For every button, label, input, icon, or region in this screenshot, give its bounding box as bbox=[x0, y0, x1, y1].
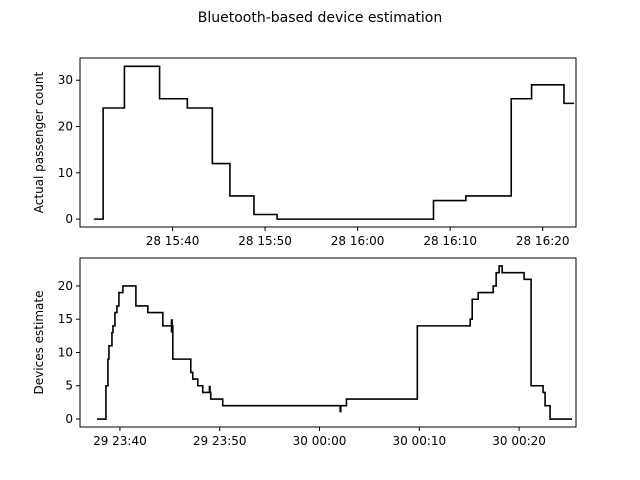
series-line bbox=[93, 65, 575, 220]
x-tick-label: 30 00:10 bbox=[392, 434, 446, 448]
x-tick-label: 28 16:20 bbox=[516, 234, 570, 248]
axes-frame bbox=[79, 257, 577, 428]
x-tick-label: 29 23:40 bbox=[93, 434, 147, 448]
x-tick-label: 28 16:00 bbox=[331, 234, 385, 248]
axes-devices-estimate: 0 5 10 15 20 29 23:40 29 23:50 30 00:00 30 00:10… bbox=[32, 257, 577, 448]
x-tick-label: 30 00:20 bbox=[492, 434, 546, 448]
y-tick-label: 5 bbox=[65, 379, 73, 393]
y-tick-label: 10 bbox=[58, 166, 73, 180]
y-tick-label: 0 bbox=[65, 412, 73, 426]
y-tick-label: 0 bbox=[65, 212, 73, 226]
figure-suptitle: Bluetooth-based device estimation bbox=[198, 10, 442, 26]
x-tick-label: 30 00:00 bbox=[293, 434, 347, 448]
y-axis-label: Actual passenger count bbox=[32, 71, 46, 213]
y-tick-label: 15 bbox=[58, 312, 73, 326]
y-tick-label: 20 bbox=[58, 279, 73, 293]
x-tick-label: 28 15:50 bbox=[238, 234, 292, 248]
series-line bbox=[96, 265, 573, 420]
x-tick-label: 28 16:10 bbox=[423, 234, 477, 248]
y-tick-label: 10 bbox=[58, 345, 73, 359]
y-tick-label: 20 bbox=[58, 120, 73, 134]
axes-passenger-count: 0 10 20 30 28 15:40 28 15:50 28 16:00 28 16:10 2… bbox=[32, 57, 577, 248]
x-tick-label: 28 15:40 bbox=[146, 234, 200, 248]
y-axis-label: Devices estimate bbox=[32, 291, 46, 395]
axes-frame bbox=[79, 57, 577, 228]
x-tick-label: 29 23:50 bbox=[193, 434, 247, 448]
y-tick-label: 30 bbox=[58, 73, 73, 87]
